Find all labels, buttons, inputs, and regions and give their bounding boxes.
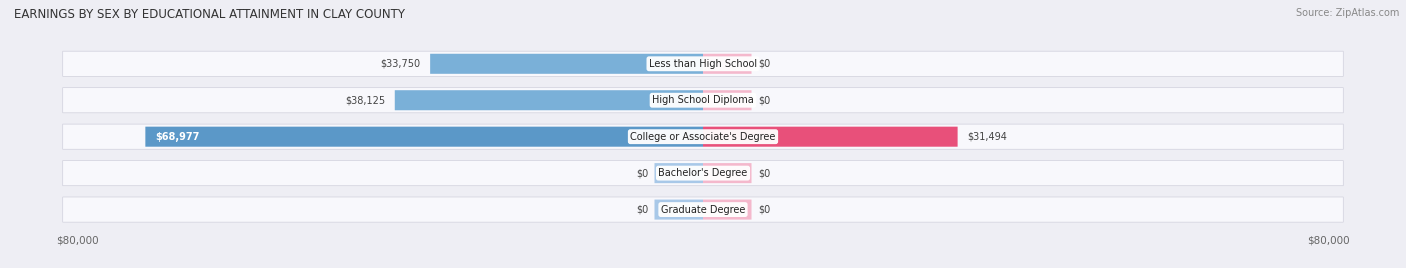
FancyBboxPatch shape [145,127,703,147]
Text: High School Diploma: High School Diploma [652,95,754,105]
Text: $0: $0 [758,59,770,69]
FancyBboxPatch shape [703,54,752,74]
Text: Graduate Degree: Graduate Degree [661,204,745,215]
FancyBboxPatch shape [63,161,1343,186]
Text: $33,750: $33,750 [380,59,420,69]
Text: $80,000: $80,000 [56,236,98,246]
Text: $0: $0 [636,168,648,178]
Text: College or Associate's Degree: College or Associate's Degree [630,132,776,142]
Text: $31,494: $31,494 [967,132,1007,142]
FancyBboxPatch shape [430,54,703,74]
FancyBboxPatch shape [655,163,703,183]
FancyBboxPatch shape [703,127,957,147]
FancyBboxPatch shape [63,197,1343,222]
FancyBboxPatch shape [703,200,752,219]
Text: EARNINGS BY SEX BY EDUCATIONAL ATTAINMENT IN CLAY COUNTY: EARNINGS BY SEX BY EDUCATIONAL ATTAINMEN… [14,8,405,21]
Text: $0: $0 [758,95,770,105]
Text: $80,000: $80,000 [1308,236,1350,246]
FancyBboxPatch shape [63,51,1343,76]
Text: Source: ZipAtlas.com: Source: ZipAtlas.com [1295,8,1399,18]
Text: $38,125: $38,125 [344,95,385,105]
FancyBboxPatch shape [703,163,752,183]
FancyBboxPatch shape [655,200,703,219]
FancyBboxPatch shape [63,88,1343,113]
Text: Bachelor's Degree: Bachelor's Degree [658,168,748,178]
FancyBboxPatch shape [703,90,752,110]
FancyBboxPatch shape [63,124,1343,149]
FancyBboxPatch shape [395,90,703,110]
Text: $68,977: $68,977 [155,132,200,142]
Text: $0: $0 [758,204,770,215]
Text: $0: $0 [758,168,770,178]
Text: Less than High School: Less than High School [650,59,756,69]
Text: $0: $0 [636,204,648,215]
